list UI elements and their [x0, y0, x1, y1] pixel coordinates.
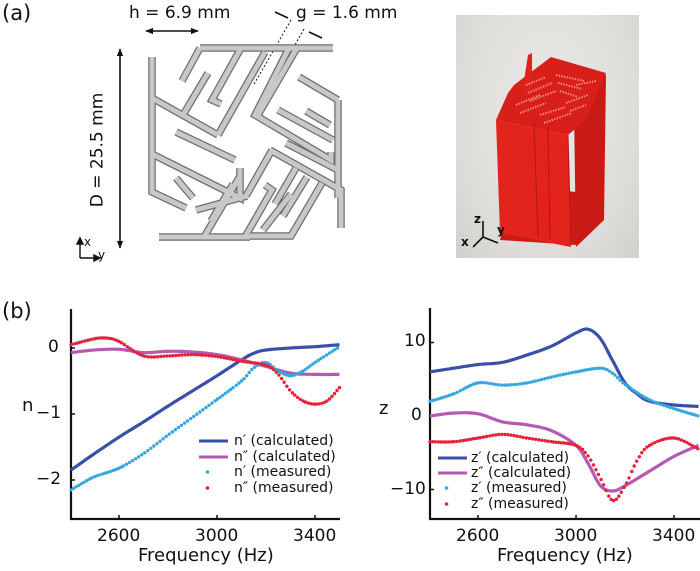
chart-n-ytick-2: −2	[36, 469, 62, 489]
chart-z-xtick-2: 3400	[652, 526, 696, 546]
chart-z-xlabel: Frequency (Hz)	[497, 545, 633, 566]
photo-axis-x-label: x	[461, 235, 469, 249]
chart-z-ytick-0: 10	[404, 331, 426, 351]
chart-z-legend-item-0: z′ (calculated)	[471, 450, 570, 466]
chart-n-xtick-0: 2600	[97, 526, 141, 546]
series-dots-3	[428, 432, 700, 503]
h-dimension-label: h = 6.9 mm	[129, 3, 231, 23]
photo-axes-icon	[472, 221, 499, 248]
chart-n-ylabel: n	[22, 395, 34, 416]
chart-n-legend-item-3: n″ (measured)	[234, 480, 334, 496]
chart-z-xtick-0: 2600	[456, 526, 500, 546]
diagram-axes-icon	[75, 236, 102, 263]
series-dots-3	[69, 336, 342, 406]
chart-n-xtick-1: 3000	[195, 526, 239, 546]
series-dots-2	[428, 366, 700, 418]
chart-n-legend-item-1: n″ (calculated)	[234, 449, 336, 465]
photo-axis-y-label: y	[497, 223, 505, 237]
chart-z-ytick-1: 0	[411, 405, 422, 425]
diagram-axis-y-label: y	[98, 248, 106, 262]
series-line-1	[429, 411, 700, 493]
panel-b-label: (b)	[2, 299, 32, 323]
chart-z-legend-item-1: z″ (calculated)	[471, 465, 572, 481]
series-line-0	[70, 343, 340, 472]
chart-n-ytick-0: 0	[48, 337, 59, 357]
series-dots-2	[69, 346, 340, 492]
chart-n-xtick-2: 3400	[293, 526, 337, 546]
chart-n-ytick-1: −1	[36, 403, 62, 423]
printed-structure-image	[472, 53, 606, 248]
photo-axis-z-label: z	[474, 212, 481, 226]
legend-dot-swatch	[444, 486, 449, 490]
series-line-0	[429, 327, 699, 408]
panel-a-label: (a)	[2, 1, 32, 25]
chart-z-ytick-2: −10	[390, 479, 426, 499]
printed-sample-photo: z y x	[456, 15, 639, 258]
legend-dot-swatch	[444, 502, 449, 506]
chart-z-xtick-1: 3000	[554, 526, 598, 546]
axis-frame	[69, 309, 340, 521]
chart-z-ylabel: z	[379, 398, 389, 419]
maze-structure	[148, 44, 345, 241]
diagram-axis-x-label: x	[84, 235, 92, 249]
maze-diagram	[75, 11, 345, 263]
g-dimension-label: g = 1.6 mm	[296, 3, 398, 23]
chart-n-legend-item-2: n′ (measured)	[234, 464, 332, 480]
axis-frame	[428, 308, 700, 521]
chart-z-legend-item-2: z′ (measured)	[471, 480, 567, 496]
legend-dot-swatch	[205, 470, 210, 474]
chart-z-legend-item-3: z″ (measured)	[471, 496, 569, 512]
chart-n-xlabel: Frequency (Hz)	[138, 545, 274, 566]
chart-n-legend-item-0: n′ (calculated)	[234, 433, 334, 449]
legend-dot-swatch	[205, 486, 210, 490]
